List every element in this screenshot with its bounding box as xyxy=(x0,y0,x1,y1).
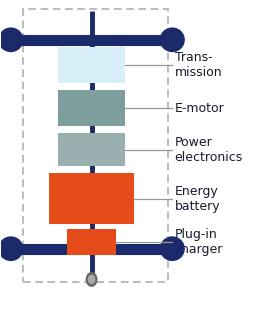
Bar xyxy=(23,9,167,282)
Circle shape xyxy=(86,273,97,286)
Bar xyxy=(58,91,124,126)
Text: E-motor: E-motor xyxy=(174,102,224,115)
Text: Energy
battery: Energy battery xyxy=(174,185,219,213)
Bar xyxy=(49,173,134,224)
Bar xyxy=(66,229,116,255)
Circle shape xyxy=(88,275,94,283)
Bar xyxy=(58,47,124,83)
Ellipse shape xyxy=(160,237,183,260)
Bar xyxy=(58,134,124,166)
Text: Power
electronics: Power electronics xyxy=(174,135,242,164)
Text: Plug-in
charger: Plug-in charger xyxy=(174,228,222,256)
Ellipse shape xyxy=(0,237,23,260)
Text: Trans-
mission: Trans- mission xyxy=(174,51,221,79)
Ellipse shape xyxy=(0,28,23,51)
Ellipse shape xyxy=(160,28,183,51)
